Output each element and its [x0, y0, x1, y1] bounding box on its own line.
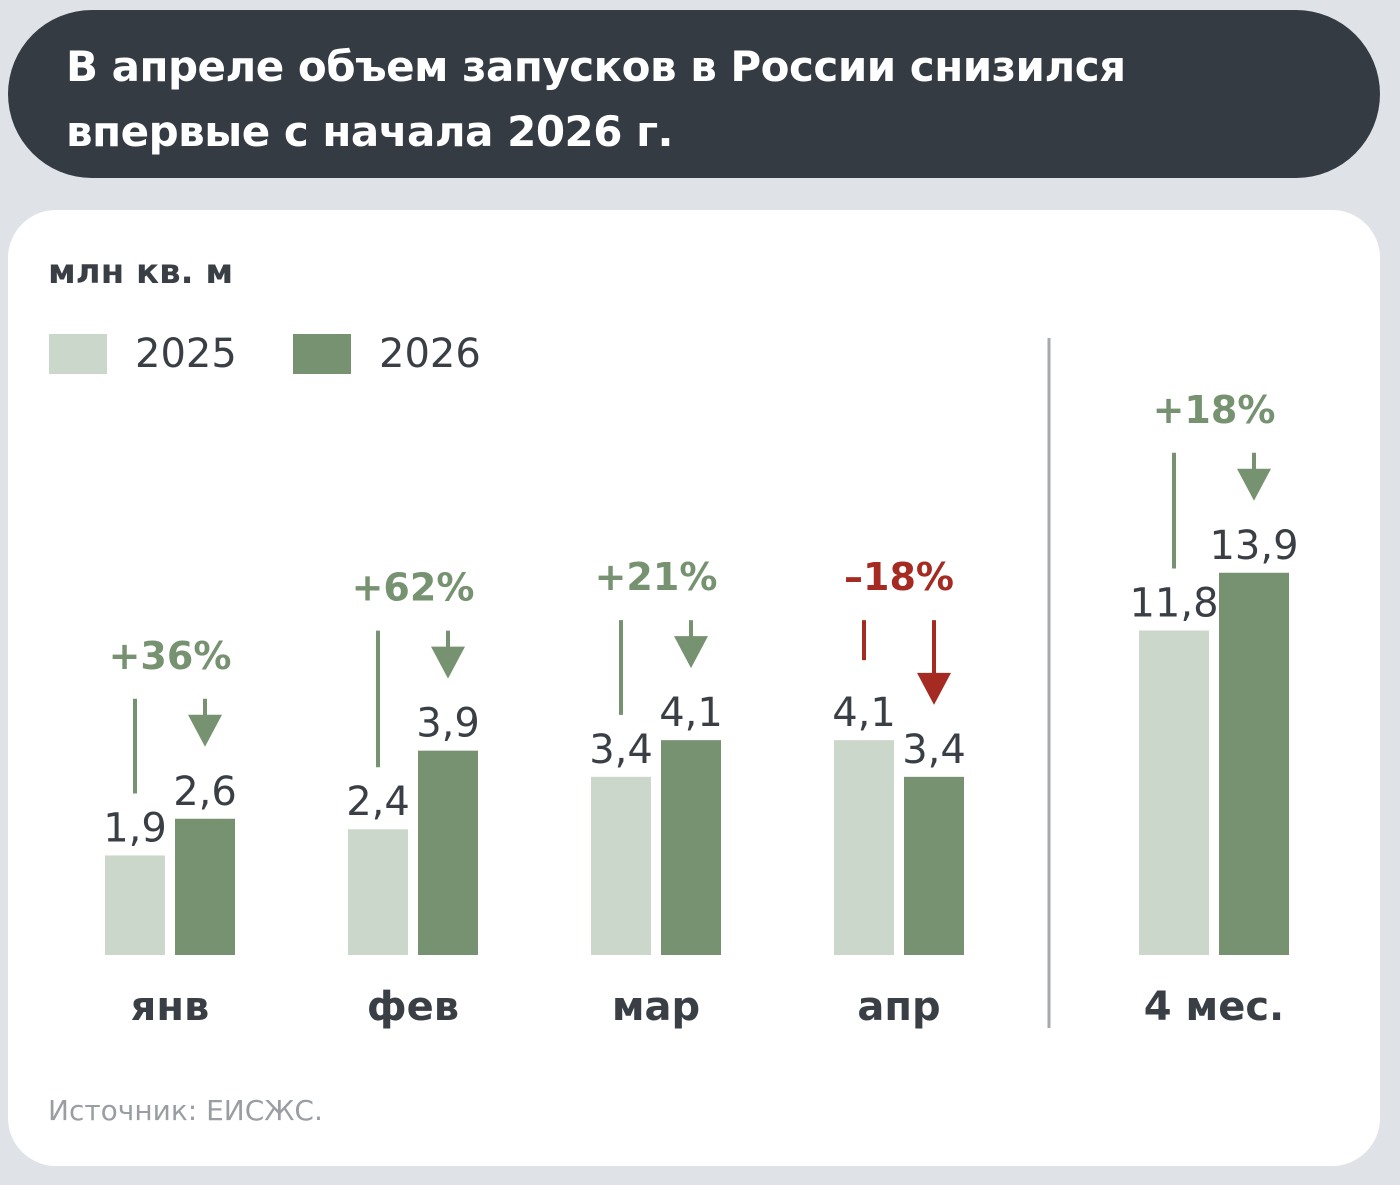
bar-2025-0: [105, 855, 165, 955]
bar-2026-2: [661, 740, 721, 955]
change-arrow-head-4: [1237, 468, 1271, 501]
bar-2025-4: [1139, 630, 1209, 955]
bar-2025-1: [348, 829, 408, 955]
legend-label-2025: 2025: [135, 331, 237, 377]
value-label-2025-4: 11,8: [1129, 581, 1218, 627]
change-percent-1: +62%: [352, 566, 475, 610]
bar-chart: 1,92,6янв+36%2,43,9фев+62%3,44,1мар+21%4…: [103, 338, 1299, 1030]
change-percent-2: +21%: [595, 555, 718, 599]
change-arrow-head-0: [188, 714, 222, 747]
category-label-0: янв: [131, 984, 210, 1030]
change-percent-4: +18%: [1153, 388, 1276, 432]
chart-title-line-2: впервые с начала 2026 г.: [66, 107, 674, 156]
category-label-2: мар: [612, 984, 700, 1030]
bar-2025-3: [834, 740, 894, 955]
legend-swatch-2026: [293, 334, 351, 374]
value-label-2025-0: 1,9: [103, 805, 167, 851]
value-label-2026-2: 4,1: [659, 690, 723, 736]
category-label-3: апр: [857, 984, 940, 1030]
legend-item-2026: 2026: [293, 331, 481, 377]
category-label-1: фев: [367, 984, 459, 1030]
source-note: Источник: ЕИСЖС.: [48, 1094, 323, 1127]
value-label-2026-1: 3,9: [416, 701, 480, 747]
unit-label: млн кв. м: [48, 252, 234, 292]
bar-2026-1: [418, 750, 478, 955]
bar-2025-2: [591, 776, 651, 955]
header-banner: В апреле объем запусков в России снизилс…: [8, 10, 1380, 178]
bar-2026-0: [175, 818, 235, 955]
value-label-2025-2: 3,4: [589, 727, 653, 773]
change-percent-3: –18%: [844, 555, 954, 599]
legend-swatch-2025: [49, 334, 107, 374]
value-label-2025-1: 2,4: [346, 779, 410, 825]
category-label-4: 4 мес.: [1144, 984, 1285, 1030]
chart-card: млн кв. м 2025 2026 1,9 2,6 янв +36% 2,4 3,9 ф…: [8, 210, 1380, 1166]
change-arrow-head-2: [674, 636, 708, 669]
value-label-2026-0: 2,6: [173, 769, 237, 815]
change-arrow-head-3: [917, 672, 951, 705]
bar-2026-3: [904, 776, 964, 955]
value-label-2025-3: 4,1: [832, 690, 896, 736]
chart-title-line-1: В апреле объем запусков в России снизилс…: [66, 42, 1126, 91]
value-label-2026-4: 13,9: [1209, 523, 1298, 569]
bar-2026-4: [1219, 572, 1289, 955]
change-percent-0: +36%: [109, 634, 232, 678]
legend-item-2025: 2025: [49, 331, 237, 377]
value-label-2026-3: 3,4: [902, 727, 966, 773]
legend-label-2026: 2026: [379, 331, 481, 377]
change-arrow-head-1: [431, 646, 465, 679]
